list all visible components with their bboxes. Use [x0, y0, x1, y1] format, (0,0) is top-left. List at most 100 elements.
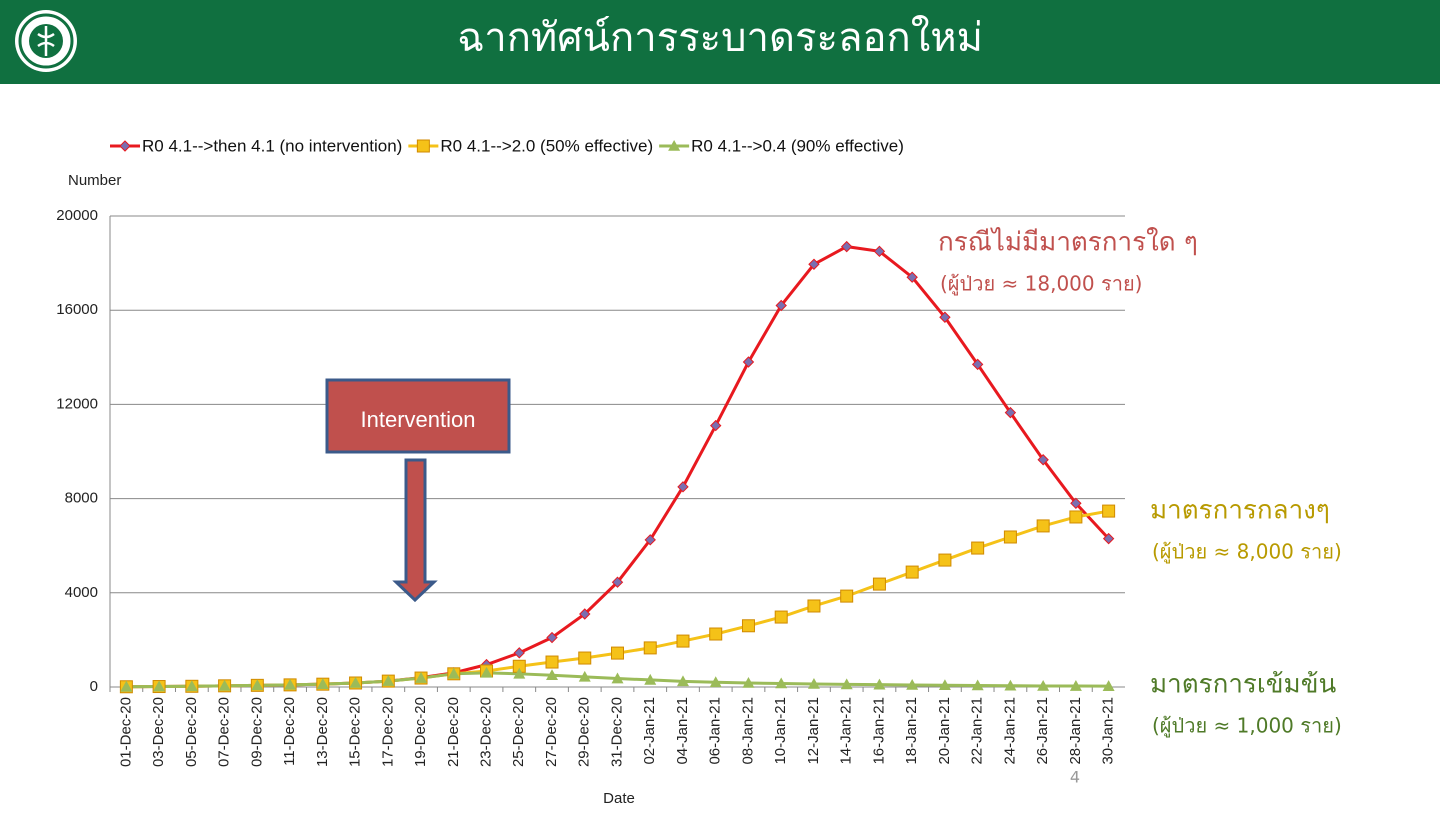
x-tick-label: 22-Jan-21	[969, 697, 986, 765]
marker	[120, 680, 133, 692]
x-tick-label: 05-Dec-20	[183, 697, 200, 767]
x-tick-label: 24-Jan-21	[1001, 697, 1018, 765]
legend-label: R0 4.1-->2.0 (50% effective)	[440, 136, 653, 155]
annotation: (ผู้ป่วย ≈ 1,000 ราย)	[1152, 714, 1342, 739]
marker	[1037, 454, 1049, 466]
x-tick-label: 10-Jan-21	[772, 697, 789, 765]
marker	[971, 679, 984, 691]
marker	[741, 619, 755, 633]
marker	[971, 541, 985, 555]
x-tick-label: 09-Dec-20	[248, 697, 265, 767]
marker	[775, 677, 788, 689]
x-tick-label: 26-Jan-21	[1034, 697, 1051, 765]
annotation: (ผู้ป่วย ≈ 18,000 ราย)	[940, 272, 1142, 297]
marker	[676, 675, 689, 687]
marker	[709, 676, 722, 688]
legend-label: R0 4.1-->then 4.1 (no intervention)	[142, 136, 402, 155]
x-tick-label: 06-Jan-21	[707, 697, 724, 765]
marker	[513, 647, 525, 659]
y-tick-label: 16000	[56, 301, 98, 318]
marker	[710, 419, 722, 432]
x-axis-title: Date	[603, 790, 635, 807]
intervention-box	[325, 378, 511, 454]
marker	[873, 678, 886, 690]
marker	[742, 676, 755, 688]
marker	[644, 673, 657, 685]
marker	[808, 258, 820, 270]
x-tick-label: 25-Dec-20	[510, 697, 527, 767]
annotation: มาตรการเข้มข้น	[1150, 670, 1336, 700]
annotation: (ผู้ป่วย ≈ 8,000 ราย)	[1152, 540, 1342, 565]
marker	[545, 655, 559, 669]
x-tick-label: 19-Dec-20	[412, 697, 429, 767]
x-tick-label: 16-Jan-21	[870, 697, 887, 765]
page-number: 4	[1070, 768, 1080, 787]
marker	[316, 678, 329, 689]
marker	[677, 481, 689, 493]
marker	[611, 576, 624, 588]
legend-label: R0 4.1-->0.4 (90% effective)	[691, 136, 904, 155]
marker	[251, 679, 264, 691]
marker	[284, 678, 297, 690]
marker	[1004, 406, 1017, 419]
x-tick-label: 08-Jan-21	[739, 697, 756, 765]
marker	[775, 299, 787, 312]
marker	[644, 534, 656, 546]
x-tick-label: 29-Dec-20	[576, 697, 593, 767]
y-tick-label: 4000	[65, 584, 98, 601]
marker	[1102, 504, 1116, 518]
marker	[938, 553, 952, 567]
marker	[1070, 497, 1082, 510]
marker	[807, 599, 821, 613]
x-tick-label: 11-Dec-20	[281, 697, 298, 766]
y-tick-label: 20000	[56, 207, 98, 224]
marker	[1003, 530, 1017, 544]
intervention-arrow	[392, 458, 438, 603]
marker	[546, 631, 558, 644]
chart: Number Date 0 4000 8000 12000 16000 20000 01-Dec…	[56, 136, 1341, 806]
marker	[1036, 519, 1050, 533]
x-tick-label: 27-Dec-20	[543, 697, 560, 767]
annotation: กรณีไม่มีมาตรการใด ๆ	[938, 227, 1198, 258]
y-tick-label: 8000	[65, 490, 98, 507]
marker	[807, 677, 820, 689]
marker	[480, 666, 493, 678]
marker	[643, 641, 657, 655]
marker	[579, 608, 591, 620]
marker	[611, 672, 624, 684]
x-tick-label: 02-Jan-21	[641, 697, 658, 765]
marker	[416, 139, 430, 153]
marker	[185, 680, 198, 692]
marker	[1102, 532, 1115, 545]
x-tick-label: 01-Dec-20	[117, 697, 134, 767]
marker	[578, 670, 591, 682]
marker	[578, 651, 592, 665]
marker	[840, 589, 854, 603]
marker	[668, 140, 681, 151]
marker	[709, 627, 723, 641]
marker	[906, 271, 918, 283]
marker	[774, 610, 788, 624]
slide-title: ฉากทัศน์การระบาดระลอกใหม่	[457, 14, 983, 61]
x-tick-label: 30-Jan-21	[1100, 697, 1117, 765]
marker	[119, 140, 131, 152]
x-tick-label: 28-Jan-21	[1067, 697, 1084, 765]
marker	[905, 565, 919, 579]
marker	[382, 675, 395, 686]
legend-item: R0 4.1-->0.4 (90% effective)	[659, 136, 904, 155]
marker	[872, 577, 886, 591]
y-axis-title: Number	[68, 172, 121, 189]
annotation: มาตรการกลางๆ	[1150, 496, 1330, 526]
marker	[447, 667, 460, 679]
marker	[349, 676, 362, 688]
x-tick-label: 12-Jan-21	[805, 697, 822, 765]
marker	[906, 678, 919, 690]
logo	[15, 10, 77, 72]
marker	[1069, 680, 1082, 691]
x-tick-label: 14-Jan-21	[838, 697, 855, 765]
marker	[415, 672, 428, 683]
x-tick-label: 18-Jan-21	[903, 697, 920, 765]
marker	[840, 240, 853, 253]
x-tick-label: 04-Jan-21	[674, 697, 691, 765]
x-tick-label: 20-Jan-21	[936, 697, 953, 765]
